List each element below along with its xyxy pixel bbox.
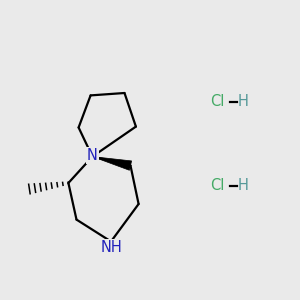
Text: N: N <box>87 148 98 163</box>
Text: H: H <box>238 94 248 110</box>
Text: NH: NH <box>100 240 122 255</box>
Polygon shape <box>92 157 132 170</box>
Text: Cl: Cl <box>210 178 224 194</box>
Text: H: H <box>238 178 248 194</box>
Text: Cl: Cl <box>210 94 224 110</box>
